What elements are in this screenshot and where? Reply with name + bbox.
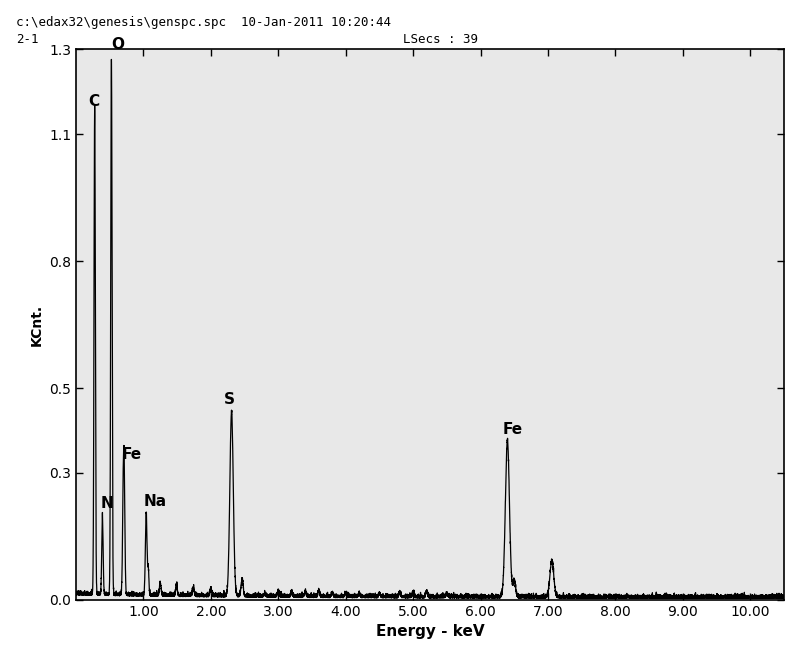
Text: Fe: Fe	[503, 422, 523, 437]
Text: c:\edax32\genesis\genspc.spc  10-Jan-2011 10:20:44: c:\edax32\genesis\genspc.spc 10-Jan-2011…	[16, 16, 391, 30]
Text: C: C	[88, 94, 99, 109]
Text: O: O	[111, 36, 124, 51]
Text: LSecs : 39: LSecs : 39	[402, 33, 478, 46]
Text: 2-1: 2-1	[16, 33, 38, 46]
Text: Fe: Fe	[121, 447, 142, 462]
X-axis label: Energy - keV: Energy - keV	[376, 624, 484, 639]
Text: S: S	[224, 392, 235, 407]
Y-axis label: KCnt.: KCnt.	[30, 304, 43, 345]
Text: Na: Na	[143, 494, 166, 509]
Text: N: N	[100, 496, 113, 511]
